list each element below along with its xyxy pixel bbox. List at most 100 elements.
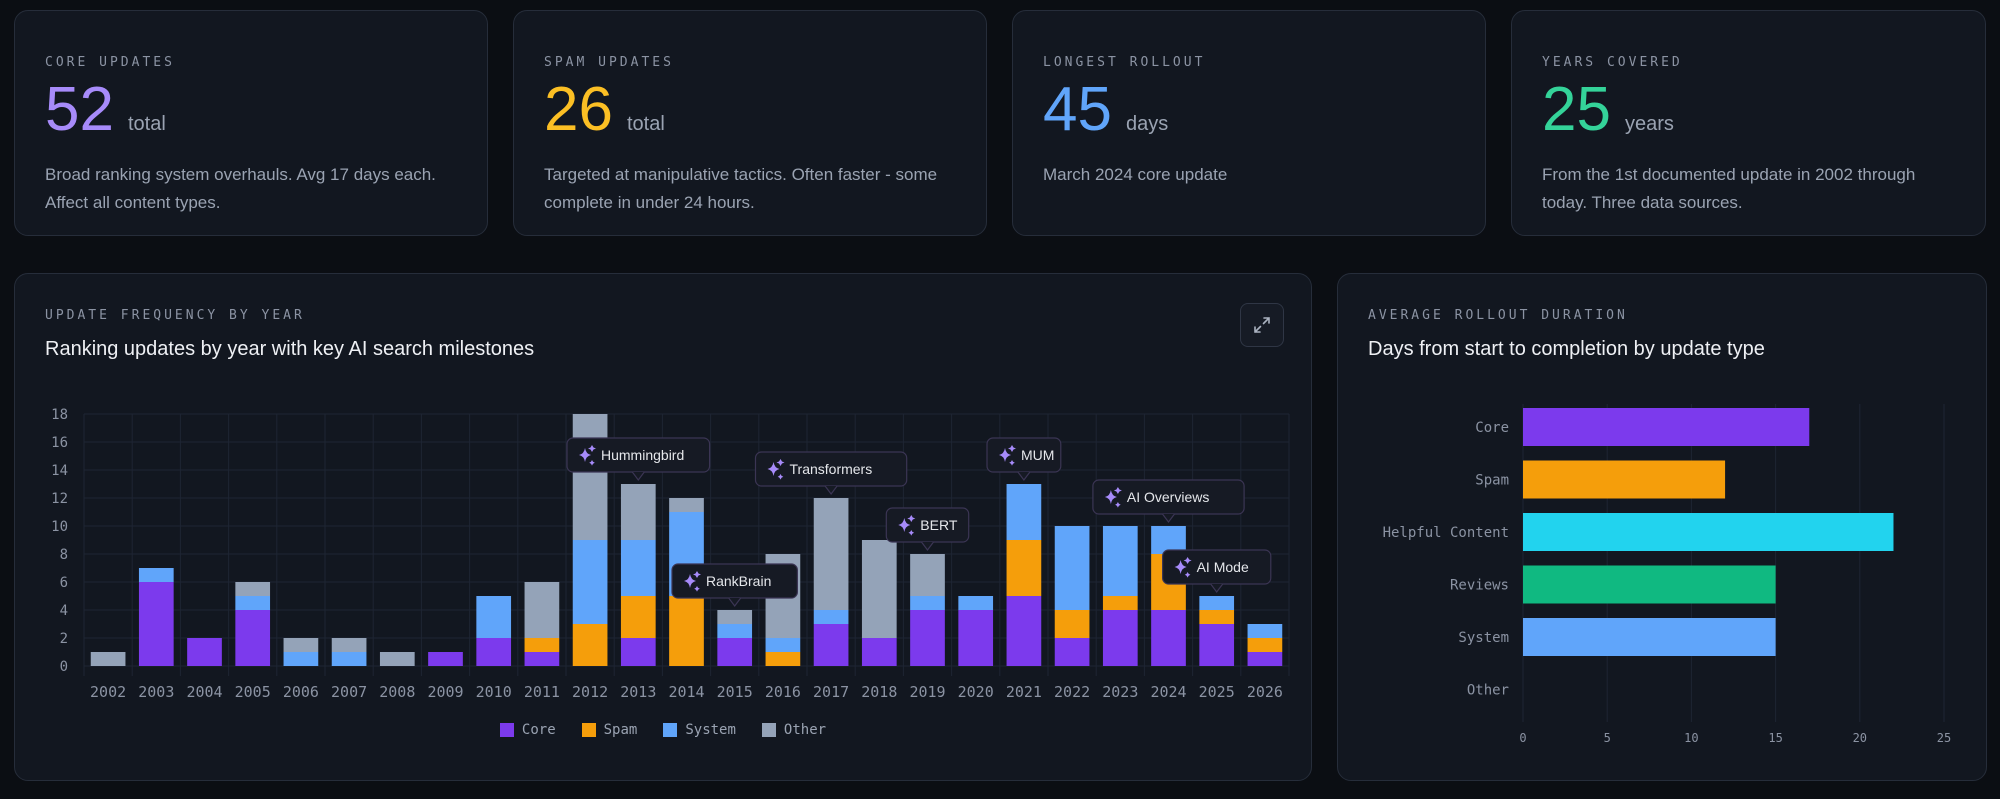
x-tick-label: 2006 (283, 683, 319, 701)
bar-segment-system (1102, 526, 1138, 596)
sparkle-icon (579, 445, 596, 466)
stat-value: 52 (45, 75, 114, 144)
sparkle-icon (684, 571, 701, 592)
y-tick-label: 4 (60, 603, 68, 619)
stat-unit: total (626, 113, 665, 135)
stat-description: Broad ranking system overhauls. Avg 17 d… (45, 165, 436, 212)
rollout-duration-card: Average Rollout Duration Days from start… (1337, 273, 1987, 781)
x-tick-label: 2008 (379, 683, 415, 701)
bar-core (1523, 408, 1810, 446)
card-eyebrow: Average Rollout Duration (1368, 308, 1628, 323)
bar-segment-system (620, 540, 656, 596)
sparkle-icon (1174, 557, 1192, 578)
stat-value: 26 (544, 75, 613, 144)
y-tick-label: Core (1475, 420, 1509, 436)
bar-segment-spam (669, 596, 704, 666)
legend-label: Other (783, 722, 827, 738)
bar-segment-core (476, 638, 512, 666)
chart-legend: Core Spam System Other (15, 722, 1311, 738)
bar-segment-spam (1054, 610, 1090, 638)
stat-value: 25 (1542, 75, 1611, 144)
bar-segment-other (90, 652, 126, 666)
sparkle-icon (898, 515, 916, 536)
milestone-pointer (824, 485, 838, 495)
expand-button[interactable] (1240, 303, 1284, 347)
y-tick-label: System (1458, 630, 1509, 646)
bar-segment-core (717, 638, 753, 666)
legend-item-spam[interactable]: Spam (581, 722, 638, 738)
bar-segment-system (1054, 526, 1090, 610)
bar-reviews (1523, 565, 1776, 604)
bar-segment-other (717, 610, 753, 624)
milestone-pointer (631, 471, 645, 481)
stat-unit: years (1624, 113, 1674, 135)
milestone-label: MUM (1021, 447, 1054, 463)
bar-segment-system (572, 540, 608, 624)
y-tick-label: 12 (51, 491, 68, 507)
x-tick-label: 2014 (668, 683, 704, 701)
bar-segment-spam (1102, 596, 1138, 610)
bar-segment-core (958, 610, 994, 666)
x-tick-label: 2009 (427, 683, 463, 701)
bar-segment-core (524, 652, 560, 666)
y-tick-label: 6 (60, 575, 68, 591)
bar-segment-core (138, 582, 174, 666)
bar-segment-spam (524, 638, 560, 652)
milestone-label: AI Overviews (1127, 489, 1209, 505)
stat-description: March 2024 core update (1043, 165, 1228, 184)
legend-item-core[interactable]: Core (499, 722, 556, 738)
frequency-chart: 0 2 4 6 8 10 12 14 16 18 2002 2003 2004 2005 2006 2007 2… (51, 407, 1290, 701)
legend-item-system[interactable]: System (663, 722, 736, 738)
bar-segment-spam (1199, 610, 1235, 624)
milestone-annotation: AI Mode (1161, 549, 1272, 593)
x-tick-label: 2019 (909, 683, 945, 701)
x-tick-label: 2015 (717, 683, 753, 701)
legend-label: System (685, 722, 736, 738)
milestone-label: AI Mode (1197, 559, 1249, 575)
legend-label: Spam (603, 722, 638, 738)
legend-item-other[interactable]: Other (761, 722, 827, 738)
x-tick-label: 2024 (1150, 683, 1186, 701)
bar-segment-core (813, 624, 849, 666)
card-subtitle: Ranking updates by year with key AI sear… (45, 338, 535, 360)
x-tick-label: 2011 (524, 683, 560, 701)
bar-segment-core (620, 638, 656, 666)
y-tick-label: 16 (51, 435, 68, 451)
milestone-pointer (1210, 583, 1224, 593)
milestone-pointer (1162, 513, 1175, 523)
x-tick-label: 2012 (572, 683, 608, 701)
x-tick-label: 15 (1768, 731, 1782, 745)
bar-segment-core (1102, 610, 1138, 666)
x-tick-label: 2004 (186, 683, 222, 701)
x-tick-label: 2021 (1006, 683, 1042, 701)
y-tick-label: 18 (51, 407, 68, 423)
bar-segment-core (1199, 624, 1235, 666)
sparkle-icon (1104, 487, 1122, 508)
y-tick-label: 10 (51, 519, 68, 535)
update-frequency-card: Update Frequency by Year Ranking updates… (14, 273, 1312, 781)
y-tick-label: Helpful Content (1383, 525, 1509, 541)
bar-segment-spam (620, 596, 656, 638)
x-tick-label: 2026 (1247, 683, 1283, 701)
milestone-annotation: MUM (986, 437, 1062, 481)
bar-segment-system (476, 596, 512, 638)
card-subtitle: Days from start to completion by update … (1368, 338, 1765, 360)
stat-label: Years Covered (1542, 55, 1683, 70)
bar-segment-system (1151, 526, 1186, 554)
x-tick-label: 2017 (813, 683, 849, 701)
x-tick-label: 2018 (861, 683, 897, 701)
milestone-annotation: Hummingbird (566, 437, 711, 481)
bar-segment-core (1006, 596, 1042, 666)
bar-segment-core (910, 610, 945, 666)
stat-card-years-covered: Years Covered 25 years From the 1st docum… (1511, 10, 1986, 236)
x-tick-label: 2010 (476, 683, 512, 701)
x-tick-label: 2002 (90, 683, 126, 701)
bar-system (1523, 618, 1776, 656)
bar-segment-system (765, 638, 801, 652)
bar-segment-system (958, 596, 994, 610)
y-tick-label: 0 (60, 659, 68, 675)
rollout-chart: 0 5 10 15 20 25 Core Spam Helpful Content Reviews… (1383, 404, 1951, 745)
milestone-label: RankBrain (706, 573, 771, 589)
card-eyebrow: Update Frequency by Year (45, 308, 305, 323)
x-tick-label: 2022 (1054, 683, 1090, 701)
